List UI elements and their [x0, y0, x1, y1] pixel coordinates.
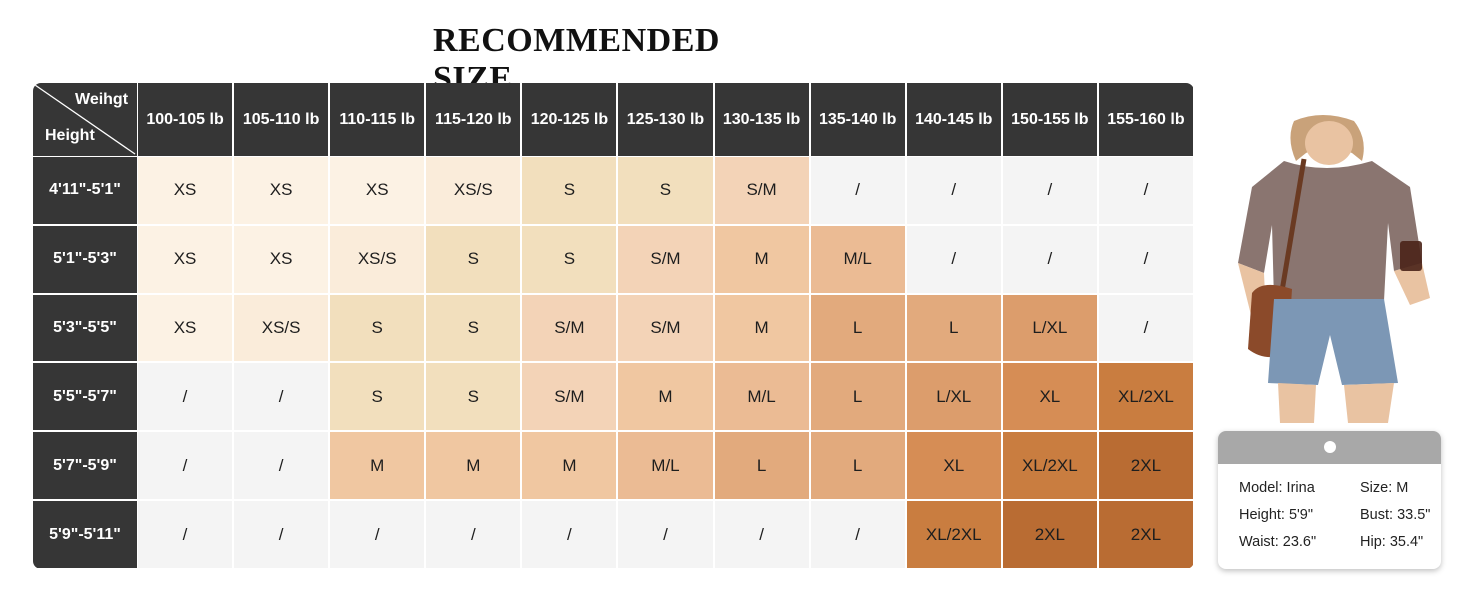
size-cell: / — [234, 432, 329, 500]
size-cell: / — [1002, 225, 1097, 293]
size-cell: XS/S — [234, 294, 329, 362]
card-tag-header — [1218, 431, 1441, 464]
size-cell: M — [426, 432, 521, 500]
size-cell: M — [330, 432, 425, 500]
size-cell: S — [426, 294, 521, 362]
height-row-label: 5'7"-5'9" — [33, 432, 137, 500]
size-cell: XS/S — [330, 225, 425, 293]
size-cell: / — [618, 501, 713, 568]
size-cell: XS — [138, 294, 233, 362]
model-hip: Hip: 35.4" — [1360, 534, 1424, 550]
model-height: Height: 5'9" — [1239, 507, 1314, 523]
size-cell: S — [618, 157, 713, 224]
height-row-label: 5'9"-5'11" — [33, 501, 137, 568]
size-cell: / — [138, 363, 233, 431]
page-title: RECOMMENDED SIZE — [433, 22, 720, 97]
size-cell: M/L — [618, 432, 713, 500]
model-waist: Waist: 23.6" — [1239, 534, 1317, 550]
size-cell: L — [810, 363, 905, 431]
size-cell: 2XL — [1098, 432, 1193, 500]
size-cell: S/M — [522, 363, 617, 431]
model-info-card: Model: Irina Size: M Height: 5'9" Bust: … — [1218, 431, 1441, 569]
size-cell: / — [522, 501, 617, 568]
height-row-label: 5'3"-5'5" — [33, 294, 137, 362]
size-cell: L — [906, 294, 1001, 362]
size-cell: / — [1002, 157, 1097, 224]
size-cell: M — [714, 225, 809, 293]
size-cell: L — [714, 432, 809, 500]
size-cell: S — [426, 225, 521, 293]
weight-header: 135-140 lb — [810, 83, 905, 156]
model-bust: Bust: 33.5" — [1360, 507, 1431, 523]
size-cell: L — [810, 432, 905, 500]
size-cell: XS — [234, 225, 329, 293]
size-cell: / — [138, 501, 233, 568]
weight-header: 105-110 lb — [234, 83, 329, 156]
size-cell: 2XL — [1098, 501, 1193, 568]
size-cell: S — [426, 363, 521, 431]
height-row-label: 5'5"-5'7" — [33, 363, 137, 431]
weight-header: 155-160 lb — [1098, 83, 1193, 156]
size-cell: XS — [330, 157, 425, 224]
diagonal-divider — [34, 84, 136, 155]
weight-header: 140-145 lb — [906, 83, 1001, 156]
size-cell: S/M — [522, 294, 617, 362]
weight-header: 110-115 lb — [330, 83, 425, 156]
size-cell: S — [522, 225, 617, 293]
height-axis-label: Height — [45, 127, 95, 144]
size-cell: 2XL — [1002, 501, 1097, 568]
size-cell: XL — [906, 432, 1001, 500]
weight-header: 115-120 lb — [426, 83, 521, 156]
height-row-label: 4'11"-5'1" — [33, 157, 137, 224]
size-cell: / — [714, 501, 809, 568]
size-cell: / — [1098, 225, 1193, 293]
tag-hole-icon — [1324, 441, 1336, 453]
size-cell: / — [906, 157, 1001, 224]
size-cell: / — [906, 225, 1001, 293]
size-cell: L/XL — [1002, 294, 1097, 362]
size-cell: XL — [1002, 363, 1097, 431]
size-cell: S/M — [714, 157, 809, 224]
size-cell: XL/2XL — [906, 501, 1001, 568]
size-cell: L/XL — [906, 363, 1001, 431]
size-cell: M — [714, 294, 809, 362]
size-cell: S — [330, 294, 425, 362]
height-row-label: 5'1"-5'3" — [33, 225, 137, 293]
size-cell: S/M — [618, 294, 713, 362]
size-cell: XS — [138, 157, 233, 224]
size-cell: / — [1098, 294, 1193, 362]
size-cell: XL/2XL — [1002, 432, 1097, 500]
size-cell: M/L — [810, 225, 905, 293]
size-cell: / — [426, 501, 521, 568]
weight-header: 100-105 lb — [138, 83, 233, 156]
size-cell: / — [234, 363, 329, 431]
weight-header: 130-135 lb — [714, 83, 809, 156]
size-cell: L — [810, 294, 905, 362]
size-cell: M — [618, 363, 713, 431]
corner-header: Weihgt Height — [33, 83, 137, 156]
size-cell: XS/S — [426, 157, 521, 224]
size-cell: M/L — [714, 363, 809, 431]
size-cell: / — [810, 501, 905, 568]
size-chart: Weihgt Height 100-105 lb 105-110 lb 110-11… — [33, 83, 1194, 569]
weight-header: 125-130 lb — [618, 83, 713, 156]
model-size: Size: M — [1360, 480, 1409, 496]
size-cell: / — [138, 432, 233, 500]
model-photo — [1222, 113, 1437, 423]
size-cell: M — [522, 432, 617, 500]
model-name: Model: Irina — [1239, 480, 1315, 496]
size-cell: / — [1098, 157, 1193, 224]
size-cell: S — [522, 157, 617, 224]
size-cell: S — [330, 363, 425, 431]
weight-header: 150-155 lb — [1002, 83, 1097, 156]
weight-axis-label: Weihgt — [75, 91, 129, 108]
size-cell: / — [330, 501, 425, 568]
size-cell: XL/2XL — [1098, 363, 1193, 431]
size-cell: S/M — [618, 225, 713, 293]
weight-header: 120-125 lb — [522, 83, 617, 156]
size-cell: XS — [138, 225, 233, 293]
size-cell: XS — [234, 157, 329, 224]
size-cell: / — [810, 157, 905, 224]
size-cell: / — [234, 501, 329, 568]
